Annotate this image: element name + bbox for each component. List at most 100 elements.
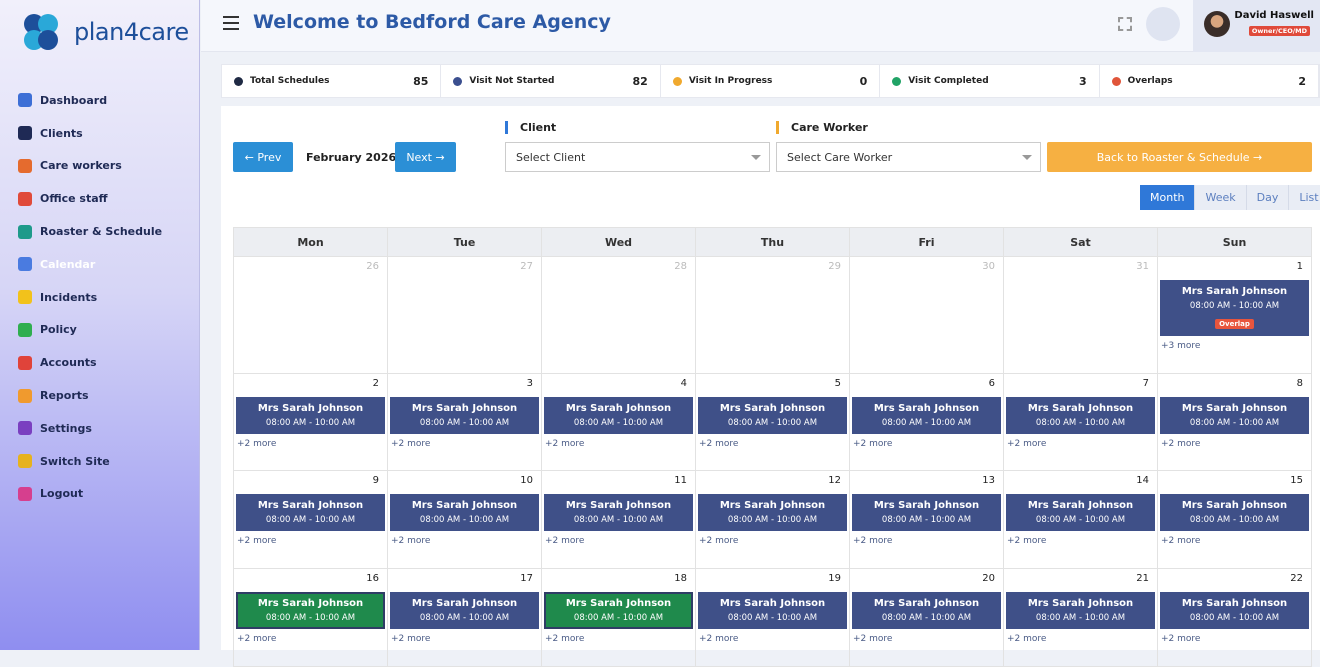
event-name: Mrs Sarah Johnson [411, 598, 518, 609]
more-link[interactable]: +2 more [391, 536, 431, 546]
event[interactable]: Mrs Sarah Johnson 08:00 AM - 10:00 AM Over… [1160, 280, 1309, 336]
event[interactable]: Mrs Sarah Johnson 08:00 AM - 10:00 AM [544, 494, 693, 531]
weekday: Thu [696, 228, 850, 257]
event[interactable]: Mrs Sarah Johnson 08:00 AM - 10:00 AM [390, 397, 539, 434]
day-cell: 19 Mrs Sarah Johnson 08:00 AM - 10:00 AM +2… [696, 569, 850, 667]
event[interactable]: Mrs Sarah Johnson 08:00 AM - 10:00 AM [236, 494, 385, 531]
more-link[interactable]: +2 more [1161, 439, 1201, 449]
nav-item[interactable]: Dashboard [18, 84, 162, 117]
more-link[interactable]: +2 more [545, 634, 585, 644]
view-button[interactable]: Day [1246, 185, 1290, 210]
event[interactable]: Mrs Sarah Johnson 08:00 AM - 10:00 AM [390, 494, 539, 531]
day-cell: 15 Mrs Sarah Johnson 08:00 AM - 10:00 AM +2… [1158, 471, 1312, 569]
more-link[interactable]: +2 more [699, 439, 739, 449]
nav-icon [18, 158, 32, 173]
weekday: Sun [1158, 228, 1312, 257]
more-link[interactable]: +2 more [545, 439, 585, 449]
fullscreen-button[interactable] [1118, 17, 1132, 31]
day-number: 29 [828, 261, 841, 272]
event[interactable]: Mrs Sarah Johnson 08:00 AM - 10:00 AM [390, 592, 539, 629]
more-link[interactable]: +2 more [1007, 536, 1047, 546]
more-link[interactable]: +2 more [237, 536, 277, 546]
nav-item[interactable]: Office staff [18, 182, 162, 215]
event[interactable]: Mrs Sarah Johnson 08:00 AM - 10:00 AM [1160, 592, 1309, 629]
nav-item[interactable]: Reports [18, 379, 162, 412]
nav-item[interactable]: Clients [18, 117, 162, 150]
nav-icon [18, 322, 32, 337]
more-link[interactable]: +2 more [237, 634, 277, 644]
nav-item[interactable]: Incidents [18, 281, 162, 314]
event[interactable]: Mrs Sarah Johnson 08:00 AM - 10:00 AM [852, 592, 1001, 629]
calendar-card: ← Prev February 2026 Next → Client Selec… [221, 106, 1320, 667]
more-link[interactable]: +3 more [1161, 341, 1201, 351]
more-link[interactable]: +2 more [699, 634, 739, 644]
day-cell: 29 [696, 257, 850, 374]
more-link[interactable]: +2 more [1161, 634, 1201, 644]
nav-icon [18, 290, 32, 305]
event-time: 08:00 AM - 10:00 AM [265, 515, 356, 525]
stat-label-wrap: Visit Not Started [453, 76, 554, 86]
day-number: 30 [982, 261, 995, 272]
day-cell: 3 Mrs Sarah Johnson 08:00 AM - 10:00 AM +2 … [388, 374, 542, 471]
event-name: Mrs Sarah Johnson [1181, 500, 1288, 511]
nav-item[interactable]: Settings [18, 412, 162, 445]
event[interactable]: Mrs Sarah Johnson 08:00 AM - 10:00 AM [1006, 592, 1155, 629]
day-cell: 5 Mrs Sarah Johnson 08:00 AM - 10:00 AM +2 … [696, 374, 850, 471]
view-button[interactable]: List [1289, 185, 1320, 210]
event-time: 08:00 AM - 10:00 AM [573, 613, 664, 623]
event[interactable]: Mrs Sarah Johnson 08:00 AM - 10:00 AM [544, 397, 693, 434]
stat: Overlaps 2 [1100, 65, 1320, 97]
nav-item[interactable]: Switch Site [18, 445, 162, 478]
event[interactable]: Mrs Sarah Johnson 08:00 AM - 10:00 AM [1160, 494, 1309, 531]
more-link[interactable]: +2 more [237, 439, 277, 449]
client-label: Client [505, 121, 556, 134]
more-link[interactable]: +2 more [1161, 536, 1201, 546]
day-number: 22 [1290, 573, 1303, 584]
nav-item[interactable]: Calendar [18, 248, 162, 281]
event[interactable]: Mrs Sarah Johnson 08:00 AM - 10:00 AM [1160, 397, 1309, 434]
back-button[interactable]: Back to Roaster & Schedule → [1047, 142, 1312, 172]
event[interactable]: Mrs Sarah Johnson 08:00 AM - 10:00 AM [698, 494, 847, 531]
event[interactable]: Mrs Sarah Johnson 08:00 AM - 10:00 AM [236, 397, 385, 434]
user-menu[interactable]: David Haswell Owner/CEO/MD [1193, 0, 1320, 52]
more-link[interactable]: +2 more [391, 439, 431, 449]
day-cell: 17 Mrs Sarah Johnson 08:00 AM - 10:00 AM +2… [388, 569, 542, 667]
worker-select[interactable]: Select Care Worker [776, 142, 1041, 172]
view-button[interactable]: Week [1195, 185, 1247, 210]
client-select[interactable]: Select Client [505, 142, 770, 172]
more-link[interactable]: +2 more [1007, 634, 1047, 644]
more-link[interactable]: +2 more [1007, 439, 1047, 449]
event[interactable]: Mrs Sarah Johnson 08:00 AM - 10:00 AM [852, 397, 1001, 434]
more-link[interactable]: +2 more [545, 536, 585, 546]
more-link[interactable]: +2 more [391, 634, 431, 644]
day-number: 17 [520, 573, 533, 584]
nav-item[interactable]: Roaster & Schedule [18, 215, 162, 248]
logo[interactable]: plan4care [18, 10, 189, 54]
worker-label: Care Worker [776, 121, 868, 134]
more-link[interactable]: +2 more [853, 536, 893, 546]
more-link[interactable]: +2 more [699, 536, 739, 546]
event[interactable]: Mrs Sarah Johnson 08:00 AM - 10:00 AM [1006, 397, 1155, 434]
nav-item[interactable]: Policy [18, 314, 162, 347]
event[interactable]: Mrs Sarah Johnson 08:00 AM - 10:00 AM [1006, 494, 1155, 531]
event[interactable]: Mrs Sarah Johnson 08:00 AM - 10:00 AM [236, 592, 385, 629]
event-time: 08:00 AM - 10:00 AM [727, 515, 818, 525]
nav-item[interactable]: Care workers [18, 150, 162, 183]
more-link[interactable]: +2 more [853, 634, 893, 644]
nav-item[interactable]: Accounts [18, 346, 162, 379]
view-button[interactable]: Month [1140, 185, 1196, 210]
next-button[interactable]: Next → [395, 142, 456, 172]
event[interactable]: Mrs Sarah Johnson 08:00 AM - 10:00 AM [698, 592, 847, 629]
theme-toggle[interactable] [1146, 7, 1180, 41]
nav-item[interactable]: Logout [18, 478, 162, 511]
event[interactable]: Mrs Sarah Johnson 08:00 AM - 10:00 AM [852, 494, 1001, 531]
more-link[interactable]: +2 more [853, 439, 893, 449]
menu-toggle[interactable] [223, 16, 239, 34]
prev-button[interactable]: ← Prev [233, 142, 293, 172]
day-cell: 22 Mrs Sarah Johnson 08:00 AM - 10:00 AM +2… [1158, 569, 1312, 667]
day-number: 3 [526, 378, 533, 389]
event[interactable]: Mrs Sarah Johnson 08:00 AM - 10:00 AM [698, 397, 847, 434]
day-cell: 6 Mrs Sarah Johnson 08:00 AM - 10:00 AM +2 … [850, 374, 1004, 471]
event[interactable]: Mrs Sarah Johnson 08:00 AM - 10:00 AM [544, 592, 693, 629]
day-cell: 11 Mrs Sarah Johnson 08:00 AM - 10:00 AM +2… [542, 471, 696, 569]
